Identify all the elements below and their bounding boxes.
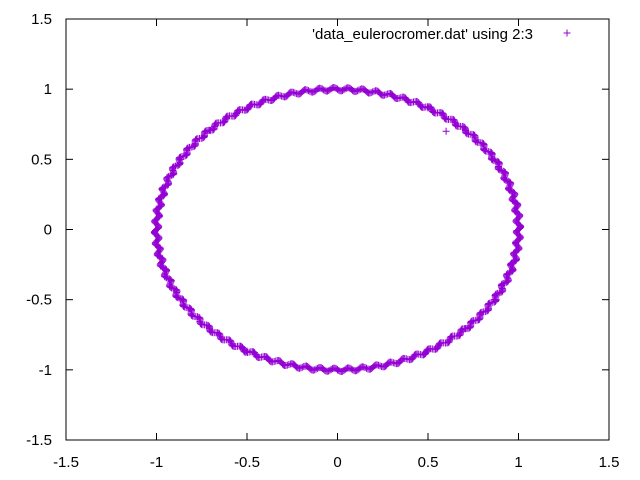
data-point: [410, 352, 418, 360]
data-point: [424, 347, 432, 355]
data-point: [375, 361, 383, 369]
y-axis: -1.5 -1 -0.5 0 0.5 1 1.5: [26, 11, 609, 449]
data-point: [334, 366, 341, 374]
x-tick-label: 0: [333, 454, 341, 471]
data-point: [334, 85, 341, 93]
data-point: [177, 296, 185, 304]
data-point: [370, 87, 378, 95]
x-tick-label: -0.5: [234, 454, 260, 471]
data-point: [455, 332, 463, 340]
data-point: [499, 167, 507, 175]
legend-marker-icon: [563, 29, 571, 37]
y-tick-label: 0.5: [31, 151, 52, 168]
y-tick-label: -1.5: [26, 432, 52, 449]
data-point: [472, 138, 480, 146]
y-tick-label: -0.5: [26, 292, 52, 309]
data-point: [159, 263, 167, 271]
data-point: [461, 126, 469, 134]
data-point: [490, 155, 498, 163]
data-point: [504, 177, 512, 185]
data-point: [279, 93, 287, 101]
data-point: [501, 168, 509, 176]
stray-points: [442, 127, 450, 135]
legend-plus-icon: [563, 29, 571, 37]
data-point: [361, 364, 369, 372]
data-point: [168, 284, 176, 292]
data-point: [184, 144, 192, 152]
x-tick-label: 1.5: [599, 454, 620, 471]
data-point: [169, 171, 177, 179]
data-point: [175, 161, 183, 169]
y-tick-label: 1.5: [31, 11, 52, 28]
data-point: [388, 358, 396, 366]
data-point: [492, 290, 500, 298]
data-point: [499, 280, 507, 288]
data-point: [457, 326, 465, 334]
data-point: [270, 358, 278, 366]
data-point-stray: [442, 127, 450, 135]
x-tick-label: 0.5: [418, 454, 439, 471]
data-point: [163, 182, 171, 190]
y-tick-label: -1: [39, 362, 52, 379]
data-point: [206, 126, 214, 134]
data-point: [200, 133, 208, 141]
data-point: [298, 363, 306, 371]
data-point: [306, 87, 314, 95]
data-point: [243, 347, 251, 355]
data-point: [461, 325, 469, 333]
x-tick-label: -1: [150, 454, 163, 471]
data-point: [513, 226, 521, 234]
data-point: [192, 135, 200, 143]
data-point: [206, 325, 214, 333]
data-point: [424, 104, 432, 112]
data-point: [153, 226, 160, 233]
data-point: [183, 150, 191, 158]
data-point: [168, 171, 176, 179]
x-axis: -1.5 -1 -0.5 0 0.5 1 1.5: [53, 19, 619, 471]
orbit-series: [150, 84, 525, 375]
y-tick-label: 0: [44, 222, 52, 239]
data-point: [465, 324, 473, 332]
data-point: [283, 361, 291, 369]
data-point: [163, 274, 171, 282]
data-point: [297, 364, 305, 372]
data-point: [504, 269, 512, 277]
x-tick-label: 1: [514, 454, 522, 471]
data-point: [169, 284, 177, 292]
data-point: [435, 340, 443, 348]
data-point: [243, 104, 251, 112]
data-point: [202, 127, 210, 135]
data-point: [384, 90, 392, 98]
x-tick-label: -1.5: [53, 454, 79, 471]
data-point: [474, 316, 482, 324]
plot-frame: [65, 18, 610, 441]
data-point: [488, 149, 496, 157]
data-point: [292, 90, 300, 98]
legend: 'data_eulerocromer.dat' using 2:3: [312, 26, 571, 43]
data-point: [177, 155, 185, 163]
data-point: [480, 141, 488, 149]
data-point: [494, 158, 502, 166]
data-point: [515, 226, 522, 233]
data-point: [506, 178, 514, 186]
data-point: [510, 188, 518, 196]
legend-label: 'data_eulerocromer.dat' using 2:3: [312, 26, 533, 43]
y-tick-label: 1: [44, 81, 52, 98]
data-point: [490, 296, 498, 304]
data-point: [195, 313, 203, 321]
data-point: [442, 115, 450, 123]
data-point: [397, 94, 405, 102]
